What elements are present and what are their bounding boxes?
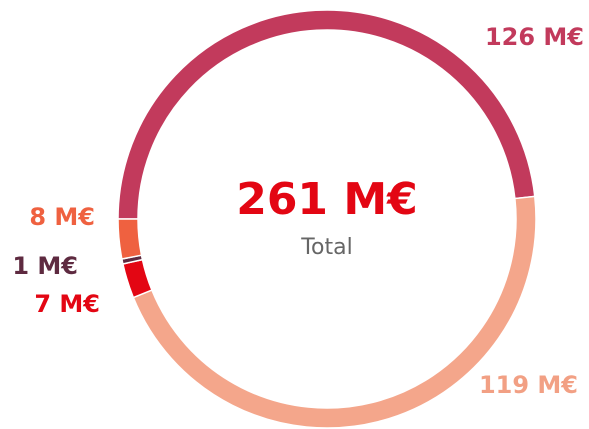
total-value: 261 M€ xyxy=(236,174,418,225)
value-label: 8 M€ xyxy=(29,203,95,231)
donut-segment xyxy=(132,195,537,429)
value-label: 119 M€ xyxy=(479,371,578,399)
donut-segment xyxy=(121,258,153,299)
value-label: 7 M€ xyxy=(34,290,100,318)
value-label: 126 M€ xyxy=(485,23,584,51)
total-caption: Total xyxy=(300,235,352,260)
donut-segment xyxy=(117,218,143,260)
value-label: 1 M€ xyxy=(12,252,78,280)
